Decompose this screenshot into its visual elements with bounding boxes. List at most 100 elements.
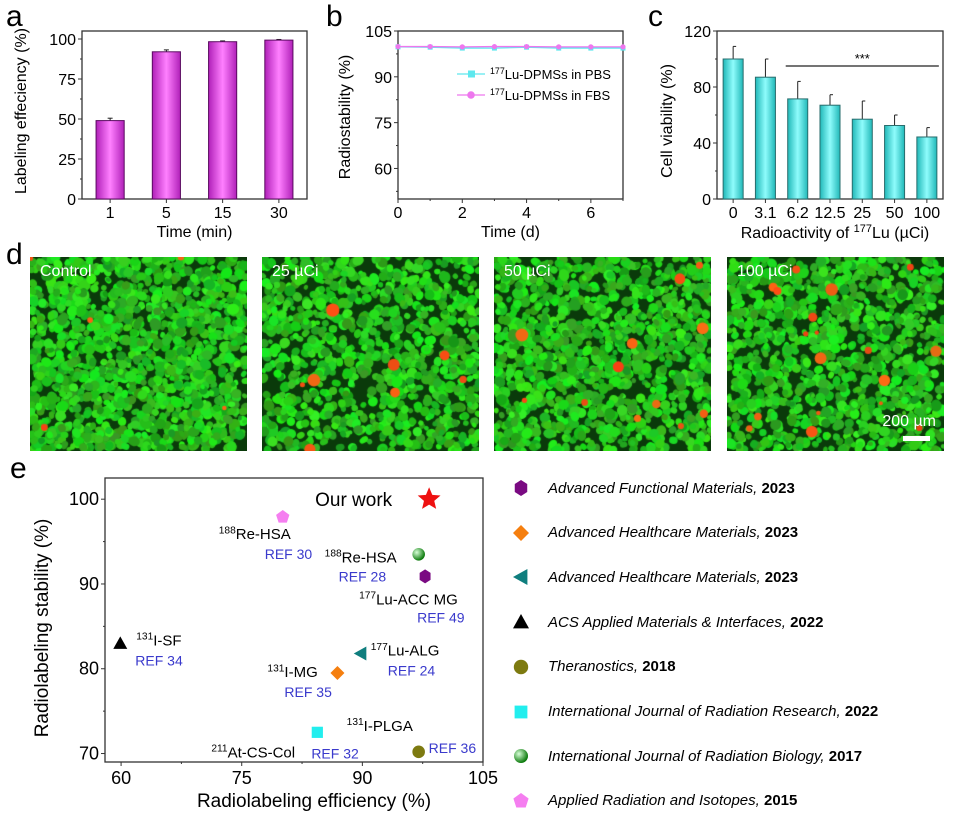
micrograph-label: 50 µCi <box>504 263 551 280</box>
legend-year: 2023 <box>764 524 799 542</box>
legend-marker-triangle-up-icon <box>513 614 529 629</box>
bar-12.5 <box>819 104 841 200</box>
chart-a-y-tick-label: 75 <box>58 72 76 89</box>
legend-journal: Advanced Healthcare Materials, <box>548 568 761 586</box>
legend-year: 2015 <box>764 792 798 810</box>
chart-c-xlabel: Radioactivity of 177Lu (µCi) <box>741 223 930 242</box>
legend-item: International Journal of Radiation Resea… <box>510 700 878 724</box>
chart-a-x-tick-label: 5 <box>162 205 171 222</box>
data-point <box>523 43 530 50</box>
data-point-triangle-left <box>353 646 367 661</box>
legend-journal: Advanced Healthcare Materials, <box>548 524 761 542</box>
chart-a-x-tick-label: 30 <box>270 205 288 222</box>
data-point <box>588 44 594 50</box>
chart-b-y-tick-label: 75 <box>374 116 392 133</box>
point-ref-label: REF 35 <box>284 684 332 700</box>
chart-e-x-tick-label: 90 <box>352 768 372 788</box>
chart-b-x-tick-label: 0 <box>394 205 403 222</box>
chart-c-ylabel: Cell viability (%) <box>659 64 676 178</box>
legend-item: Advanced Healthcare Materials, 2023 <box>510 565 798 589</box>
data-point <box>491 43 498 50</box>
chart-c-y-tick-label: 80 <box>693 80 711 97</box>
point-ref-label: REF 32 <box>311 745 359 761</box>
chart-a-ylabel: Labeling effeciency (%) <box>13 28 30 194</box>
point-ref-label: REF 28 <box>339 568 387 584</box>
legend-journal: Theranostics, <box>548 658 639 676</box>
significance-label: *** <box>855 51 870 66</box>
micrograph-label: Control <box>40 263 92 280</box>
chart-c-x-tick-label: 25 <box>853 205 871 222</box>
chart-b-frame <box>397 30 624 200</box>
chart-b-y-tick-label: 60 <box>374 161 392 178</box>
chart-c-x-tick-label: 6.2 <box>787 205 809 222</box>
chart-e-x-tick-label: 105 <box>468 768 498 788</box>
data-point <box>459 44 465 50</box>
micrograph-50uci: 50 µCi <box>494 257 711 451</box>
bar-5 <box>151 51 181 200</box>
point-label: 131I-PLGA <box>347 717 413 735</box>
legend-marker-pentagon-icon <box>513 792 529 808</box>
chart-e-x-tick-label: 60 <box>111 768 131 788</box>
legend-journal: Applied Radiation and Isotopes, <box>548 792 760 810</box>
chart-b-x-tick-label: 2 <box>458 205 467 222</box>
legend-journal: Advanced Functional Materials, <box>548 479 758 497</box>
chart-a-y-tick-label: 25 <box>58 152 76 169</box>
bar-25 <box>851 118 873 200</box>
bar-15 <box>208 41 238 200</box>
panel-letter-a: a <box>6 0 23 33</box>
legend-year: 2022 <box>790 613 824 631</box>
chart-b-y-tick-label: 105 <box>365 24 392 41</box>
legend-marker-diamond-icon <box>513 524 529 541</box>
scale-bar-label: 200 µm <box>882 413 936 430</box>
chart-b-x-tick-label: 4 <box>522 205 531 222</box>
chart-c-x-tick-label: 50 <box>886 205 904 222</box>
chart-a-frame <box>81 30 308 200</box>
legend-marker <box>513 792 529 808</box>
legend-journal: International Journal of Radiation Resea… <box>548 703 841 720</box>
point-label: 131I-MG <box>267 663 317 681</box>
point-label: 131I-SF <box>136 632 181 650</box>
data-point-circle <box>412 745 425 759</box>
panel-letter-d: d <box>6 238 23 271</box>
chart-a-y-tick-label: 100 <box>49 32 76 49</box>
panel-letter-c: c <box>648 0 663 33</box>
chart-e-y-tick-label: 100 <box>69 489 99 509</box>
chart-a-y-tick-label: 0 <box>67 192 76 209</box>
legend-label: 177Lu-DPMSs in FBS <box>490 87 611 103</box>
data-point <box>620 44 626 50</box>
bar-6.2 <box>787 98 809 200</box>
legend-marker <box>513 614 529 629</box>
chart-c-x-tick-label: 100 <box>914 205 941 222</box>
chart-c-x-tick-label: 12.5 <box>814 205 845 222</box>
legend-item: International Journal of Radiation Biolo… <box>510 744 862 768</box>
chart-a-x-tick-label: 1 <box>106 205 115 222</box>
point-label: 188Re-HSA <box>219 525 291 543</box>
bar-0 <box>722 58 744 200</box>
legend-marker-square-icon <box>514 705 528 718</box>
bar-100 <box>916 136 938 200</box>
micrograph-label: 100 µCi <box>737 263 793 280</box>
point-label: 211At-CS-Col <box>211 744 295 762</box>
legend-year: 2018 <box>642 658 676 676</box>
legend-marker-circle-icon <box>513 659 529 674</box>
bar-50 <box>884 125 906 200</box>
data-point-pentagon <box>276 509 290 523</box>
data-point-sphere <box>412 547 425 561</box>
chart-e-y-tick-label: 80 <box>79 659 99 679</box>
point-ref-label: REF 24 <box>388 662 436 678</box>
micrograph-100uci: 100 µCi 200 µm <box>727 257 944 451</box>
point-label: Our work <box>315 490 393 511</box>
chart-e-frame <box>104 477 484 763</box>
point-ref-label: REF 49 <box>417 609 465 625</box>
chart-e-ylabel: Radiolabeling stability (%) <box>32 519 53 738</box>
legend-marker-sphere-icon <box>514 749 528 764</box>
chart-e-x-tick-label: 75 <box>232 768 252 788</box>
data-point-star <box>417 487 441 509</box>
bar-1 <box>95 120 125 200</box>
chart-e-xlabel: Radiolabeling efficiency (%) <box>197 791 431 812</box>
chart-b-xlabel: Time (d) <box>481 224 540 241</box>
data-point-square <box>311 726 323 738</box>
legend-item: Theranostics, 2018 <box>510 655 676 679</box>
legend-marker <box>513 569 528 586</box>
point-label: 177Lu-ALG <box>371 642 440 660</box>
